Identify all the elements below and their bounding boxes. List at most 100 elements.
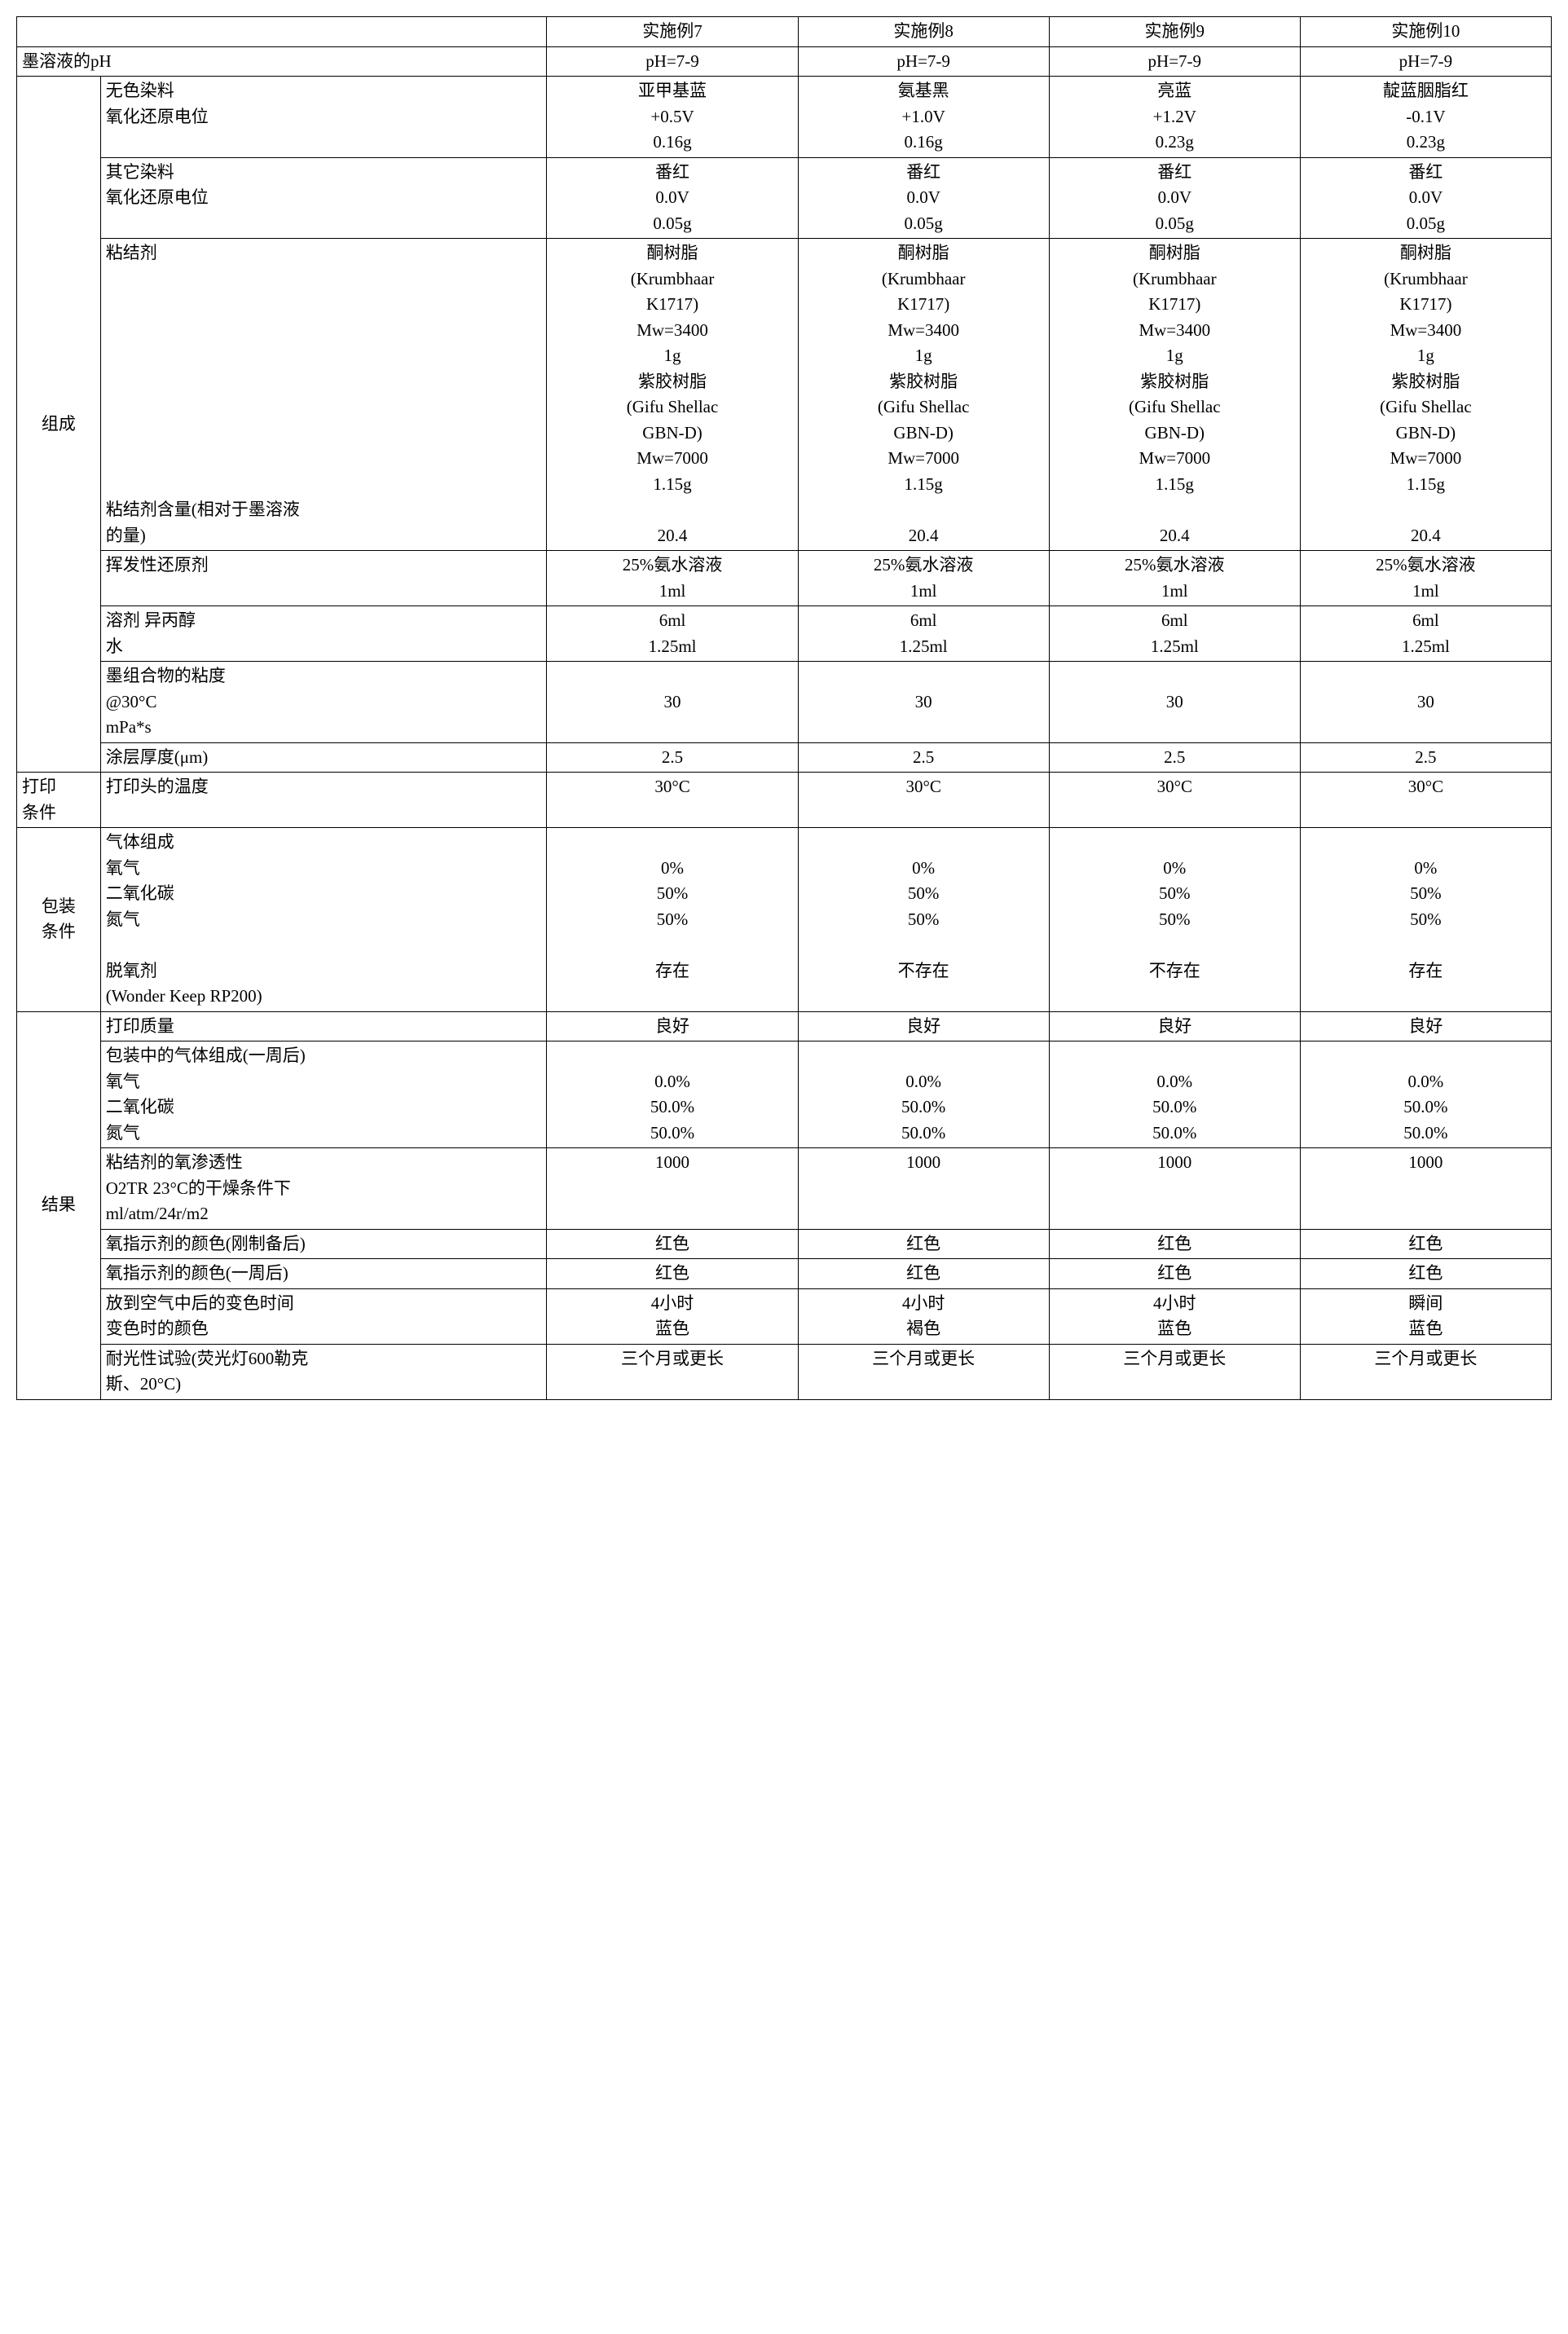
thickness-c1: 2.5: [547, 742, 798, 773]
row-o2perm: 粘结剂的氧渗透性 O2TR 23°C的干燥条件下 ml/atm/24r/m2 1…: [17, 1148, 1552, 1230]
colorweek-c1: 红色: [547, 1259, 798, 1289]
label-printhead-temp: 打印头的温度: [100, 773, 547, 828]
o2perm-c1: 1000: [547, 1148, 798, 1230]
lightfast-c1: 三个月或更长: [547, 1344, 798, 1399]
viscosity-c2: 30: [798, 662, 1049, 743]
o2perm-c4: 1000: [1300, 1148, 1551, 1230]
quality-c2: 良好: [798, 1011, 1049, 1041]
packcond-c1: 0% 50% 50% 存在: [547, 828, 798, 1012]
volreducer-c2: 25%氨水溶液 1ml: [798, 551, 1049, 606]
solvent-c2: 6ml 1.25ml: [798, 606, 1049, 662]
quality-c3: 良好: [1049, 1011, 1300, 1041]
binder-c4: 酮树脂 (Krumbhaar K1717) Mw=3400 1g 紫胶树脂 (G…: [1300, 239, 1551, 551]
lightfast-c4: 三个月或更长: [1300, 1344, 1551, 1399]
o2perm-c2: 1000: [798, 1148, 1049, 1230]
label-thickness: 涂层厚度(μm): [100, 742, 547, 773]
header-blank: [17, 17, 547, 47]
ph-c2: pH=7-9: [798, 46, 1049, 77]
label-viscosity: 墨组合物的粘度 @30°C mPa*s: [100, 662, 547, 743]
row-binder: 粘结剂 粘结剂含量(相对于墨溶液 的量) 酮树脂 (Krumbhaar K171…: [17, 239, 1552, 551]
binder-c2: 酮树脂 (Krumbhaar K1717) Mw=3400 1g 紫胶树脂 (G…: [798, 239, 1049, 551]
gascomp-c4: 0.0% 50.0% 50.0%: [1300, 1041, 1551, 1148]
row-colorchange: 放到空气中后的变色时间 变色时的颜色 4小时 蓝色 4小时 褐色 4小时 蓝色 …: [17, 1288, 1552, 1344]
colorinit-c3: 红色: [1049, 1229, 1300, 1259]
colorinit-c4: 红色: [1300, 1229, 1551, 1259]
label-packcond: 气体组成 氧气 二氧化碳 氮气 脱氧剂 (Wonder Keep RP200): [100, 828, 547, 1012]
ph-c4: pH=7-9: [1300, 46, 1551, 77]
label-lightfast: 耐光性试验(荧光灯600勒克 斯、20°C): [100, 1344, 547, 1399]
experiment-table: 实施例7 实施例8 实施例9 实施例10 墨溶液的pH pH=7-9 pH=7-…: [16, 16, 1552, 1400]
leuco-c4: 靛蓝胭脂红 -0.1V 0.23g: [1300, 77, 1551, 158]
row-printcond: 打印 条件 打印头的温度 30°C 30°C 30°C 30°C: [17, 773, 1552, 828]
viscosity-c4: 30: [1300, 662, 1551, 743]
colorchange-c4: 瞬间 蓝色: [1300, 1288, 1551, 1344]
packcond-c3: 0% 50% 50% 不存在: [1049, 828, 1300, 1012]
thickness-c2: 2.5: [798, 742, 1049, 773]
viscosity-c3: 30: [1049, 662, 1300, 743]
volreducer-c1: 25%氨水溶液 1ml: [547, 551, 798, 606]
otherdye-c3: 番红 0.0V 0.05g: [1049, 157, 1300, 239]
label-colorchange: 放到空气中后的变色时间 变色时的颜色: [100, 1288, 547, 1344]
row-packcond: 包装 条件 气体组成 氧气 二氧化碳 氮气 脱氧剂 (Wonder Keep R…: [17, 828, 1552, 1012]
row-colorweek: 氧指示剂的颜色(一周后) 红色 红色 红色 红色: [17, 1259, 1552, 1289]
gascomp-c2: 0.0% 50.0% 50.0%: [798, 1041, 1049, 1148]
otherdye-c2: 番红 0.0V 0.05g: [798, 157, 1049, 239]
row-viscosity: 墨组合物的粘度 @30°C mPa*s 30 30 30 30: [17, 662, 1552, 743]
colorchange-c1: 4小时 蓝色: [547, 1288, 798, 1344]
label-volreducer: 挥发性还原剂: [100, 551, 547, 606]
printhead-temp-c4: 30°C: [1300, 773, 1551, 828]
row-gascomp-week: 包装中的气体组成(一周后) 氧气 二氧化碳 氮气 0.0% 50.0% 50.0…: [17, 1041, 1552, 1148]
ph-c3: pH=7-9: [1049, 46, 1300, 77]
row-leuco: 组成 无色染料 氧化还原电位 亚甲基蓝 +0.5V 0.16g 氨基黑 +1.0…: [17, 77, 1552, 158]
lightfast-c2: 三个月或更长: [798, 1344, 1049, 1399]
volreducer-c3: 25%氨水溶液 1ml: [1049, 551, 1300, 606]
label-solvent: 溶剂 异丙醇 水: [100, 606, 547, 662]
solvent-c4: 6ml 1.25ml: [1300, 606, 1551, 662]
viscosity-c1: 30: [547, 662, 798, 743]
colorweek-c4: 红色: [1300, 1259, 1551, 1289]
o2perm-c3: 1000: [1049, 1148, 1300, 1230]
label-binder: 粘结剂 粘结剂含量(相对于墨溶液 的量): [100, 239, 547, 551]
row-thickness: 涂层厚度(μm) 2.5 2.5 2.5 2.5: [17, 742, 1552, 773]
solvent-c1: 6ml 1.25ml: [547, 606, 798, 662]
label-colorweek: 氧指示剂的颜色(一周后): [100, 1259, 547, 1289]
otherdye-c1: 番红 0.0V 0.05g: [547, 157, 798, 239]
colorchange-c2: 4小时 褐色: [798, 1288, 1049, 1344]
packcond-c4: 0% 50% 50% 存在: [1300, 828, 1551, 1012]
printhead-temp-c3: 30°C: [1049, 773, 1300, 828]
ph-c1: pH=7-9: [547, 46, 798, 77]
volreducer-c4: 25%氨水溶液 1ml: [1300, 551, 1551, 606]
row-volreducer: 挥发性还原剂 25%氨水溶液 1ml 25%氨水溶液 1ml 25%氨水溶液 1…: [17, 551, 1552, 606]
cat-results: 结果: [17, 1011, 101, 1399]
lightfast-c3: 三个月或更长: [1049, 1344, 1300, 1399]
printhead-temp-c1: 30°C: [547, 773, 798, 828]
thickness-c4: 2.5: [1300, 742, 1551, 773]
table-header-row: 实施例7 实施例8 实施例9 实施例10: [17, 17, 1552, 47]
label-colorinit: 氧指示剂的颜色(刚制备后): [100, 1229, 547, 1259]
row-ph: 墨溶液的pH pH=7-9 pH=7-9 pH=7-9 pH=7-9: [17, 46, 1552, 77]
row-lightfast: 耐光性试验(荧光灯600勒克 斯、20°C) 三个月或更长 三个月或更长 三个月…: [17, 1344, 1552, 1399]
label-otherdye: 其它染料 氧化还原电位: [100, 157, 547, 239]
label-quality: 打印质量: [100, 1011, 547, 1041]
thickness-c3: 2.5: [1049, 742, 1300, 773]
label-gascomp-week: 包装中的气体组成(一周后) 氧气 二氧化碳 氮气: [100, 1041, 547, 1148]
header-col3: 实施例9: [1049, 17, 1300, 47]
packcond-c2: 0% 50% 50% 不存在: [798, 828, 1049, 1012]
binder-c1: 酮树脂 (Krumbhaar K1717) Mw=3400 1g 紫胶树脂 (G…: [547, 239, 798, 551]
colorchange-c3: 4小时 蓝色: [1049, 1288, 1300, 1344]
gascomp-c1: 0.0% 50.0% 50.0%: [547, 1041, 798, 1148]
gascomp-c3: 0.0% 50.0% 50.0%: [1049, 1041, 1300, 1148]
label-leuco: 无色染料 氧化还原电位: [100, 77, 547, 158]
quality-c4: 良好: [1300, 1011, 1551, 1041]
header-col1: 实施例7: [547, 17, 798, 47]
leuco-c2: 氨基黑 +1.0V 0.16g: [798, 77, 1049, 158]
row-colorinit: 氧指示剂的颜色(刚制备后) 红色 红色 红色 红色: [17, 1229, 1552, 1259]
row-quality: 结果 打印质量 良好 良好 良好 良好: [17, 1011, 1552, 1041]
colorinit-c1: 红色: [547, 1229, 798, 1259]
row-solvent: 溶剂 异丙醇 水 6ml 1.25ml 6ml 1.25ml 6ml 1.25m…: [17, 606, 1552, 662]
printhead-temp-c2: 30°C: [798, 773, 1049, 828]
colorweek-c2: 红色: [798, 1259, 1049, 1289]
header-col2: 实施例8: [798, 17, 1049, 47]
cat-packcond: 包装 条件: [17, 828, 101, 1012]
colorinit-c2: 红色: [798, 1229, 1049, 1259]
